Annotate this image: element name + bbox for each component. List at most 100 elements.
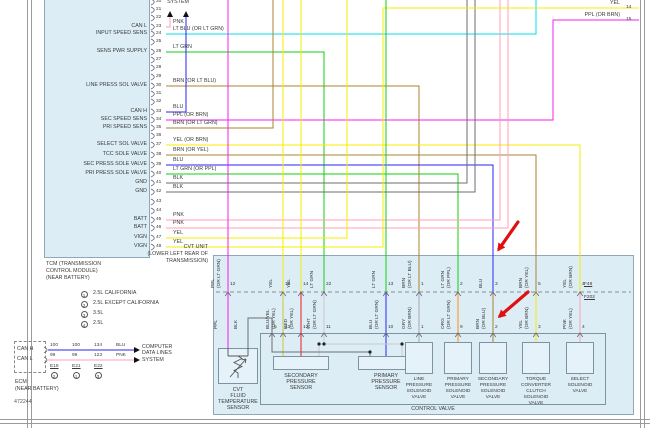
tcm-pin-bracket xyxy=(150,56,155,64)
tcm-pin-number: 21 xyxy=(156,7,162,12)
cvt-connector-pin-mark xyxy=(224,291,232,297)
tcm-signal-label: PRI PRESS SOLE VALVE xyxy=(85,169,147,176)
data-line-arrow-right-icon xyxy=(134,357,140,363)
wire-cvt-blk-temp-loop xyxy=(247,317,273,349)
tcm-pin-bracket xyxy=(150,116,155,124)
cvt-connector-pin-number: 5 xyxy=(538,282,541,287)
tcm-name-line: CONTROL MODULE) xyxy=(46,268,98,275)
tcm-signal-label: GND xyxy=(135,178,147,185)
ecm-wire-number: 100 xyxy=(72,342,81,348)
tcm-wire-color-label: YEL (OR BRN) xyxy=(173,136,209,143)
control-valve-pin-number: 9 xyxy=(460,324,463,330)
control-valve-pin-mark xyxy=(268,332,276,338)
pressure-sensor-label: SENSOR xyxy=(374,384,398,391)
ecm-destination-line: COMPUTER xyxy=(142,343,173,350)
tcm-wire-color-label: BLU xyxy=(173,156,184,163)
legend-text: 2.5L CALIFORNIA xyxy=(93,290,137,296)
tcm-pin-bracket xyxy=(150,207,155,215)
control-valve-pin-mark xyxy=(454,332,462,338)
cvt-inner-wire-label-alt: (OR LT GRN) xyxy=(312,300,318,329)
pressure-sensor-label: SENSOR xyxy=(289,384,313,391)
tcm-pin-number: 24 xyxy=(156,31,162,36)
tcm-wire-color-label: PNK xyxy=(173,18,184,25)
tcm-signal-label: SENS PWR SUPPLY xyxy=(96,47,147,54)
solenoid-valve-label: SOLENOID xyxy=(406,388,432,394)
system-top-label: SYSTEM xyxy=(167,0,189,5)
ecm-name-line: ECM xyxy=(15,379,27,385)
cvt-outer-wire-label: BLU xyxy=(479,278,484,288)
tcm-signal-label: LINE PRESS SOL VALVE xyxy=(86,81,147,88)
cvt-inner-wire-label-alt: (OR YEL) xyxy=(271,308,277,329)
solenoid-valve-label: CLUTCH xyxy=(526,388,546,394)
red-arrow-2 xyxy=(498,290,530,318)
tcm-pin-bracket xyxy=(150,141,155,149)
tcm-pin-bracket xyxy=(150,224,155,232)
tcm-signal-label: INPUT SPEED SENS xyxy=(95,29,147,36)
connector-f202-label: F202 xyxy=(584,295,595,300)
tcm-pin-bracket xyxy=(150,161,155,169)
tcm-pin-number: 31 xyxy=(156,91,162,96)
control-valve-pin-number: 3 xyxy=(538,324,541,330)
thermistor-icon xyxy=(227,348,249,378)
wire-tcm-34-sec-speed xyxy=(166,19,639,121)
ecm-connector-note: 1 xyxy=(72,372,80,379)
legend-text: 2.5L xyxy=(93,320,104,326)
cvt-connector-pin-mark xyxy=(576,291,584,297)
tcm-pin-number: 27 xyxy=(156,57,162,62)
tcm-wire-color-label: PPL (OR BRN) xyxy=(173,111,209,118)
legend-text: 2.5L EXCEPT CALIFOR­NIA xyxy=(93,300,159,306)
cvt-connector-pin-number: 3 xyxy=(495,282,498,287)
cvt-connector-pin-number: 22 xyxy=(326,282,332,287)
solenoid-valve-label: VALVE xyxy=(411,394,427,400)
cvt-connector-pin-mark xyxy=(297,291,305,297)
solenoid-valve-box xyxy=(522,342,550,374)
page-border-left-outer xyxy=(27,0,28,428)
cvt-inner-wire-label-alt: (OR LT GRN) xyxy=(446,300,452,329)
ecm-connector-label: E21 xyxy=(72,363,81,369)
tcm-wire-color-label: LT GRN xyxy=(173,43,192,50)
tcm-pin-number: 22 xyxy=(156,15,162,20)
tcm-pin-number: 26 xyxy=(156,49,162,54)
ecm-connector-note: 3 xyxy=(94,372,102,379)
junction-dot xyxy=(368,350,372,354)
cvt-fluid-temp-sensor-label: TEMPERATURE xyxy=(218,399,258,406)
tcm-pin-number: 39 xyxy=(156,162,162,167)
junction-dot xyxy=(317,342,321,346)
solenoid-valve-label: SOLENOID xyxy=(445,388,471,394)
wire-cv-supply-bus xyxy=(318,343,403,356)
control-valve-pin-number: 11 xyxy=(326,324,331,330)
tcm-signal-label: VIGN xyxy=(134,233,147,240)
wire-tcm-42-gnd xyxy=(166,0,476,193)
control-valve-pin-mark xyxy=(297,332,305,338)
tcm-pin-number: 32 xyxy=(156,99,162,104)
solenoid-valve-label: CONVERTER xyxy=(520,382,552,388)
solenoid-valve-box xyxy=(479,342,507,374)
tcm-pin-bracket xyxy=(150,6,155,14)
wire-tcm-37-select-sol xyxy=(166,144,581,292)
wire-tcm-35-pri-speed xyxy=(166,0,274,129)
thermistor-arrow-icon xyxy=(229,358,247,378)
tcm-pin-bracket xyxy=(150,64,155,72)
cvt-name-line: TRANSMISSION) xyxy=(165,258,208,265)
tcm-signal-label: CAN L xyxy=(131,22,147,29)
solenoid-valve-label: VALVE xyxy=(485,394,501,400)
ecm-pin-bracket xyxy=(43,346,48,354)
tcm-signal-label: SEC SPEED SENS xyxy=(100,115,147,122)
right-edge-wire-label: PPL (OR BRN) xyxy=(584,11,620,18)
tcm-pin-number: 45 xyxy=(156,217,162,222)
wire-tcm-39-sec-press xyxy=(166,164,494,292)
tcm-pin-number: 28 xyxy=(156,65,162,70)
tcm-pin-number: 35 xyxy=(156,125,162,130)
tcm-wire-color-label: PNK xyxy=(173,211,184,218)
solenoid-valve-label: VALVE xyxy=(572,388,588,394)
wire-tcm-46-batt xyxy=(166,0,509,229)
tcm-pin-bracket xyxy=(150,216,155,224)
wire-tcm-41-gnd xyxy=(166,0,468,184)
cvt-inner-wire-label-alt: (OR YEL) xyxy=(289,308,295,329)
control-valve-pin-number: 13 xyxy=(285,324,291,330)
cvt-outer-wire-label: YEL xyxy=(269,278,274,288)
cvt-connector-pin-number: 4 xyxy=(582,282,585,287)
pressure-sensor-label: PRIMARY xyxy=(373,372,399,379)
solenoid-valve-label: PRESSURE xyxy=(444,382,472,388)
